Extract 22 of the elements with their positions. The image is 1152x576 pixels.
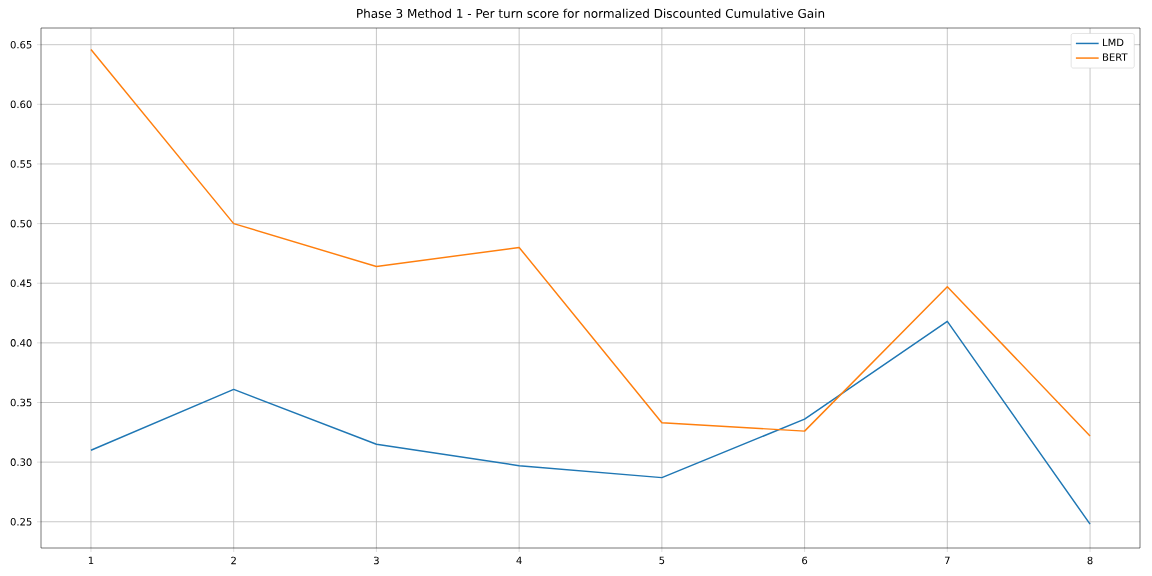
y-tick-label: 0.55 xyxy=(10,160,32,168)
x-tick-label: 2 xyxy=(231,556,236,565)
x-tick-label: 5 xyxy=(659,556,665,565)
line-series xyxy=(90,48,1091,437)
line-series xyxy=(90,320,1091,525)
x-tick-label: 8 xyxy=(1087,556,1093,565)
y-tick-label: 0.35 xyxy=(10,398,32,407)
chart-title: Phase 3 Method 1 - Per turn score for normalized Discounted Cumulative Gain xyxy=(357,8,825,18)
y-tick-label: 0.40 xyxy=(10,339,32,347)
y-tick-label: 0.30 xyxy=(10,458,32,466)
x-tick-label: 6 xyxy=(802,556,808,565)
legend-label: BERT xyxy=(1103,53,1128,61)
y-tick-label: 0.25 xyxy=(10,517,32,526)
legend-label: LMD xyxy=(1103,38,1124,47)
y-tick-label: 0.45 xyxy=(10,279,32,288)
x-tick-label: 1 xyxy=(88,556,94,564)
x-tick-label: 3 xyxy=(373,556,379,565)
x-tick-label: 4 xyxy=(516,556,522,564)
y-tick-label: 0.65 xyxy=(10,40,32,49)
x-tick-label: 7 xyxy=(944,556,950,564)
y-tick-label: 0.60 xyxy=(10,100,32,109)
y-tick-label: 0.50 xyxy=(10,219,32,228)
